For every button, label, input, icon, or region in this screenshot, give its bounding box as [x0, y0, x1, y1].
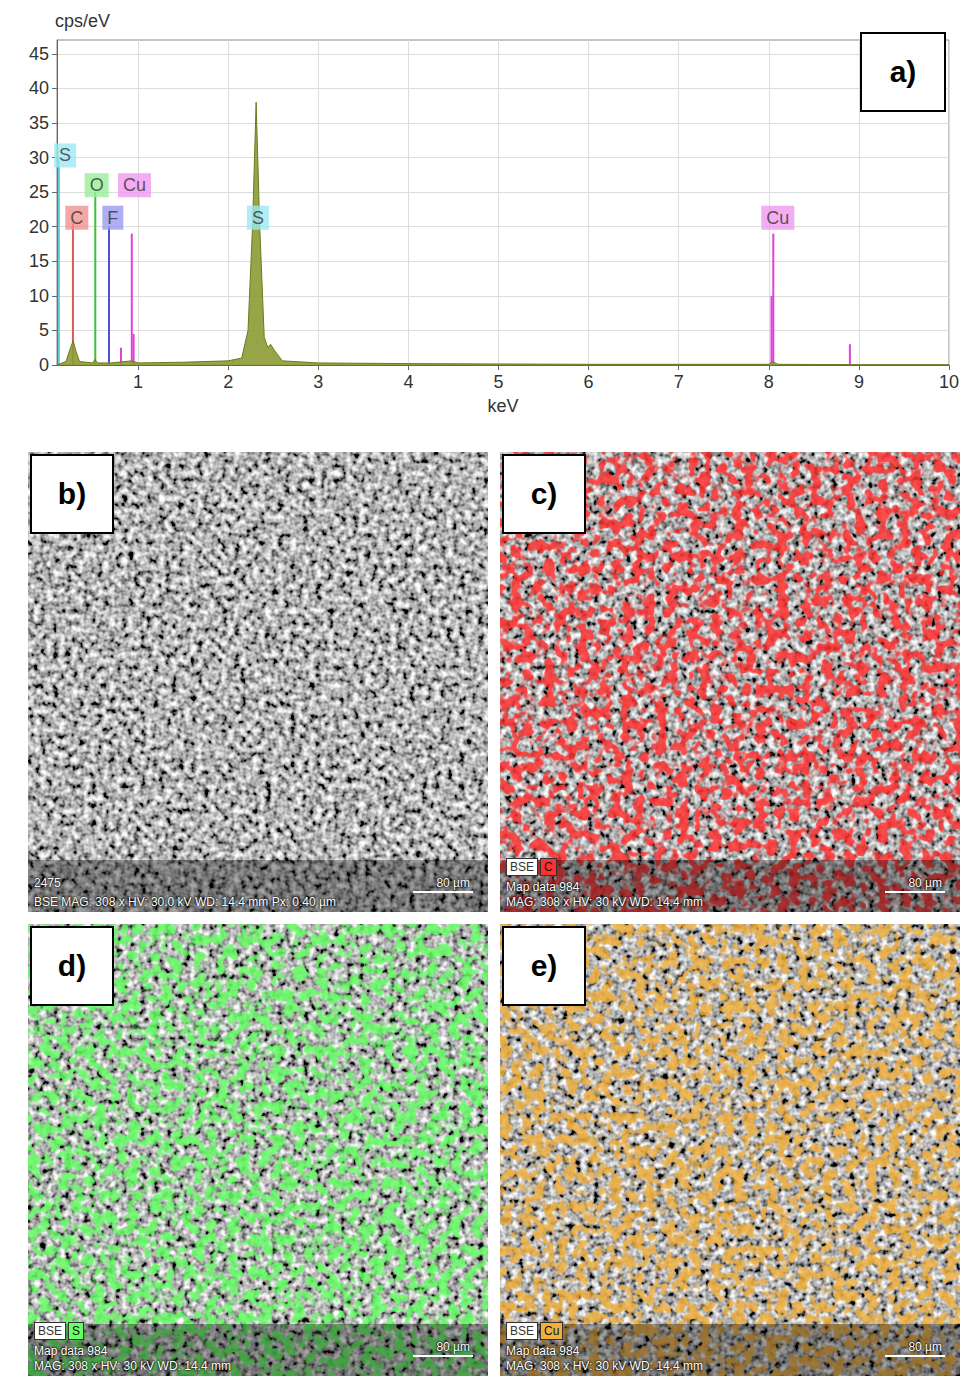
svg-text:1: 1 — [133, 372, 143, 392]
html-text:Map data 984: Map data 984 — [506, 1344, 580, 1358]
html-text:80 µm: 80 µm — [908, 1340, 942, 1354]
svg-text:10: 10 — [939, 372, 959, 392]
html-text:2475: 2475 — [34, 876, 61, 890]
svg-text:45: 45 — [29, 44, 49, 64]
svg-text:4: 4 — [403, 372, 413, 392]
svg-text:7: 7 — [674, 372, 684, 392]
svg-text:2: 2 — [223, 372, 233, 392]
svg-text:cps/eV: cps/eV — [55, 11, 110, 31]
html-text:80 µm: 80 µm — [436, 1340, 470, 1354]
svg-text:10: 10 — [29, 286, 49, 306]
html-text:Map data 984: Map data 984 — [34, 1344, 108, 1358]
svg-text:3: 3 — [313, 372, 323, 392]
svg-text:15: 15 — [29, 251, 49, 271]
svg-text:S: S — [252, 208, 264, 228]
html-text:C: C — [544, 860, 553, 874]
svg-text:20: 20 — [29, 217, 49, 237]
svg-text:O: O — [90, 175, 104, 195]
svg-text:6: 6 — [584, 372, 594, 392]
html-text:d): d) — [57, 949, 87, 982]
html-text:BSE: BSE — [510, 1324, 534, 1338]
svg-text:F: F — [107, 208, 118, 228]
html-text:MAG: 308 x HV: 30 kV WD: 14.4: MAG: 308 x HV: 30 kV WD: 14.4 mm — [506, 895, 703, 909]
svg-text:8: 8 — [764, 372, 774, 392]
svg-text:5: 5 — [493, 372, 503, 392]
svg-text:C: C — [70, 208, 83, 228]
html-text:a): a) — [889, 55, 917, 88]
html-text:MAG: 308 x HV: 30 kV WD: 14.4: MAG: 308 x HV: 30 kV WD: 14.4 mm — [506, 1359, 703, 1373]
html-text:Cu: Cu — [544, 1324, 560, 1338]
html-text:BSE: BSE — [38, 1324, 62, 1338]
html-text:80 µm: 80 µm — [436, 876, 470, 890]
html-text:Map data 984: Map data 984 — [506, 880, 580, 894]
html-text:b): b) — [57, 477, 87, 510]
html-text:BSE MAG: 308 x HV: 30.0 kV WD:: BSE MAG: 308 x HV: 30.0 kV WD: 14.4 mm P… — [34, 895, 336, 909]
html-text:S: S — [72, 1324, 80, 1338]
svg-text:5: 5 — [39, 320, 49, 340]
html-text:c): c) — [530, 477, 558, 510]
svg-text:keV: keV — [487, 396, 518, 416]
svg-text:30: 30 — [29, 148, 49, 168]
svg-text:9: 9 — [854, 372, 864, 392]
svg-text:Cu: Cu — [123, 175, 146, 195]
html-text:BSE: BSE — [510, 860, 534, 874]
svg-text:0: 0 — [39, 355, 49, 375]
svg-text:Cu: Cu — [766, 208, 789, 228]
html-text:MAG: 308 x HV: 30 kV WD: 14.4: MAG: 308 x HV: 30 kV WD: 14.4 mm — [34, 1359, 231, 1373]
html-text:80 µm: 80 µm — [908, 876, 942, 890]
svg-text:S: S — [59, 145, 71, 165]
html-text:e): e) — [530, 949, 558, 982]
svg-text:40: 40 — [29, 78, 49, 98]
svg-text:25: 25 — [29, 182, 49, 202]
svg-text:35: 35 — [29, 113, 49, 133]
